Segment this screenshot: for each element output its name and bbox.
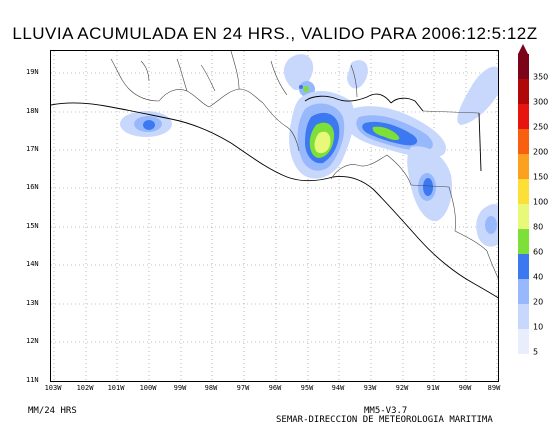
lat-label-13n: 13N [26,299,39,307]
lon-label-89w: 89W [487,384,501,392]
agency-label: SEMAR-DIRECCION DE METEOROLOGIA MARITIMA [276,415,493,425]
lon-label-99w: 99W [173,384,187,392]
coastline [51,93,498,299]
colorbar-level-label: 100 [533,197,549,207]
lat-label-16n: 16N [26,183,39,191]
lon-label-92w: 92W [395,384,409,392]
lat-label-14n: 14N [26,260,39,268]
colorbar-segment [518,279,529,304]
lon-label-90w: 90W [458,384,472,392]
colorbar-segment [518,54,529,79]
colorbar-level-label: 200 [533,147,549,157]
lat-label-12n: 12N [26,337,39,345]
lon-label-102w: 102W [76,384,94,392]
colorbar-segment [518,204,529,229]
model-label: MM5-V3.7 [364,406,408,416]
colorbar-segment [518,179,529,204]
lon-label-97w: 97W [236,384,250,392]
rainfall-map [50,50,499,382]
colorbar-level-label: 10 [533,322,544,332]
colorbar-segment [518,154,529,179]
lon-label-96w: 96W [268,384,282,392]
lat-label-17n: 17N [26,145,39,153]
colorbar-level-label: 350 [533,72,549,82]
lat-label-19n: 19N [26,68,39,76]
colorbar-segment [518,104,529,129]
lon-label-93w: 93W [363,384,377,392]
lon-label-94w: 94W [331,384,345,392]
map-gridlines [51,51,498,381]
colorbar-segment [518,304,529,329]
colorbar-segment [518,254,529,279]
colorbar-segment [518,229,529,254]
lon-label-100w: 100W [139,384,157,392]
rainfall-contours [120,54,498,247]
colorbar-level-label: 60 [533,247,544,257]
map-title: LLUVIA ACUMULADA EN 24 HRS., VALIDO PARA… [12,24,538,43]
lat-label-18n: 18N [26,107,39,115]
colorbar [518,44,529,354]
lat-label-15n: 15N [26,222,39,230]
colorbar-level-label: 5 [533,347,539,357]
lon-label-101w: 101W [107,384,125,392]
colorbar-segment [518,329,529,354]
colorbar-level-label: 300 [533,97,549,107]
colorbar-level-label: 80 [533,222,544,232]
colorbar-top-arrow [518,44,528,54]
colorbar-level-label: 150 [533,172,549,182]
units-label: MM/24 HRS [28,406,77,416]
lon-label-91w: 91W [426,384,440,392]
colorbar-level-label: 20 [533,297,544,307]
colorbar-level-label: 40 [533,272,544,282]
state-borders [110,51,498,279]
lon-label-103w: 103W [44,384,62,392]
colorbar-segment [518,79,529,104]
lon-label-95w: 95W [300,384,314,392]
colorbar-level-label: 250 [533,122,549,132]
lat-label-11n: 11N [26,376,39,384]
lon-label-98w: 98W [204,384,218,392]
colorbar-segment [518,129,529,154]
map-canvas [51,51,498,381]
